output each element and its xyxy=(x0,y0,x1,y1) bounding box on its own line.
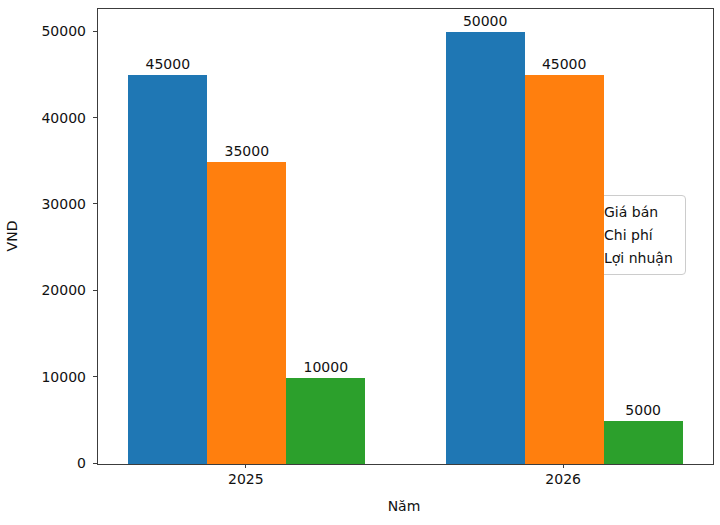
bar-value-label: 35000 xyxy=(202,143,292,159)
x-tick-label: 2025 xyxy=(206,471,286,487)
bar-chart-figure: VND Giá bán Chi phí Lợi nhuận 4500050000… xyxy=(0,0,720,525)
y-tick-mark xyxy=(93,290,97,291)
x-tick-mark xyxy=(563,464,564,468)
x-tick-label: 2026 xyxy=(523,471,603,487)
bar-giá-bán-2025 xyxy=(128,75,207,464)
x-axis-label: Năm xyxy=(324,498,484,514)
x-tick-mark xyxy=(245,464,246,468)
bar-value-label: 10000 xyxy=(281,359,371,375)
bar-chi-phí-2025 xyxy=(207,162,286,464)
bar-chi-phí-2026 xyxy=(525,75,604,464)
y-tick-label: 0 xyxy=(0,454,86,472)
y-tick-label: 30000 xyxy=(0,195,86,213)
bar-value-label: 45000 xyxy=(519,56,609,72)
y-tick-mark xyxy=(93,203,97,204)
legend-label-chi-phi: Chi phí xyxy=(604,227,653,243)
plot-area: Giá bán Chi phí Lợi nhuận 45000 50000 3500… xyxy=(97,8,714,465)
y-tick-label: 20000 xyxy=(0,281,86,299)
legend-label-loi-nhuan: Lợi nhuận xyxy=(604,250,673,266)
y-tick-mark xyxy=(93,463,97,464)
y-tick-label: 40000 xyxy=(0,109,86,127)
y-tick-label: 10000 xyxy=(0,368,86,386)
legend-label-gia-ban: Giá bán xyxy=(604,204,658,220)
bar-giá-bán-2026 xyxy=(446,32,525,464)
bar-value-label: 5000 xyxy=(598,402,688,418)
y-tick-label: 50000 xyxy=(0,22,86,40)
y-tick-mark xyxy=(93,31,97,32)
bar-lợi-nhuận-2026 xyxy=(604,421,683,464)
y-tick-mark xyxy=(93,376,97,377)
bar-value-label: 45000 xyxy=(123,56,213,72)
y-tick-mark xyxy=(93,117,97,118)
bar-lợi-nhuận-2025 xyxy=(286,378,365,464)
bar-value-label: 50000 xyxy=(440,13,530,29)
